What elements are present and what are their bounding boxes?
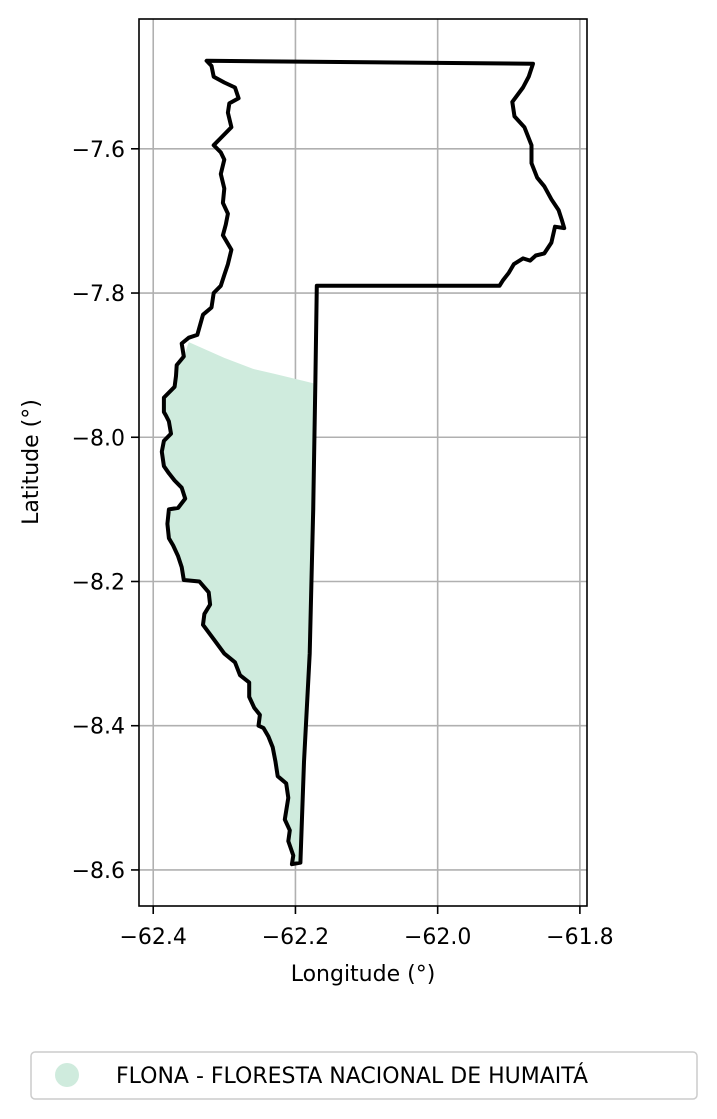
x-axis-ticks: −62.4 −62.2 −62.0 −61.8 (120, 906, 614, 950)
y-axis-ticks: −7.6 −7.8 −8.0 −8.2 −8.4 −8.6 (72, 138, 139, 884)
municipality-boundary (159, 58, 567, 867)
y-tick-label: −8.4 (72, 715, 125, 740)
y-tick-label: −7.6 (72, 138, 125, 163)
x-tick-label: −61.8 (546, 925, 613, 950)
y-tick-label: −8.6 (72, 859, 125, 884)
boundary-line (159, 58, 567, 867)
axes-frame (138, 18, 588, 907)
protected-area-region (161, 342, 316, 865)
legend-frame (30, 1051, 698, 1100)
y-axis-title: Latitude (°) (19, 399, 44, 525)
y-tick-label: −8.0 (72, 426, 125, 451)
y-tick-label: −7.8 (72, 282, 125, 307)
x-tick-label: −62.0 (404, 925, 471, 950)
x-axis-title: Longitude (°) (291, 962, 436, 987)
y-tick-label: −8.2 (72, 570, 125, 595)
legend: FLONA - FLORESTA NACIONAL DE HUMAITÁ (30, 1051, 698, 1100)
x-tick-label: −62.4 (120, 925, 187, 950)
x-tick-label: −62.2 (262, 925, 329, 950)
protected-areas (161, 342, 316, 865)
legend-swatch (55, 1063, 79, 1087)
legend-label: FLONA - FLORESTA NACIONAL DE HUMAITÁ (116, 1063, 588, 1089)
